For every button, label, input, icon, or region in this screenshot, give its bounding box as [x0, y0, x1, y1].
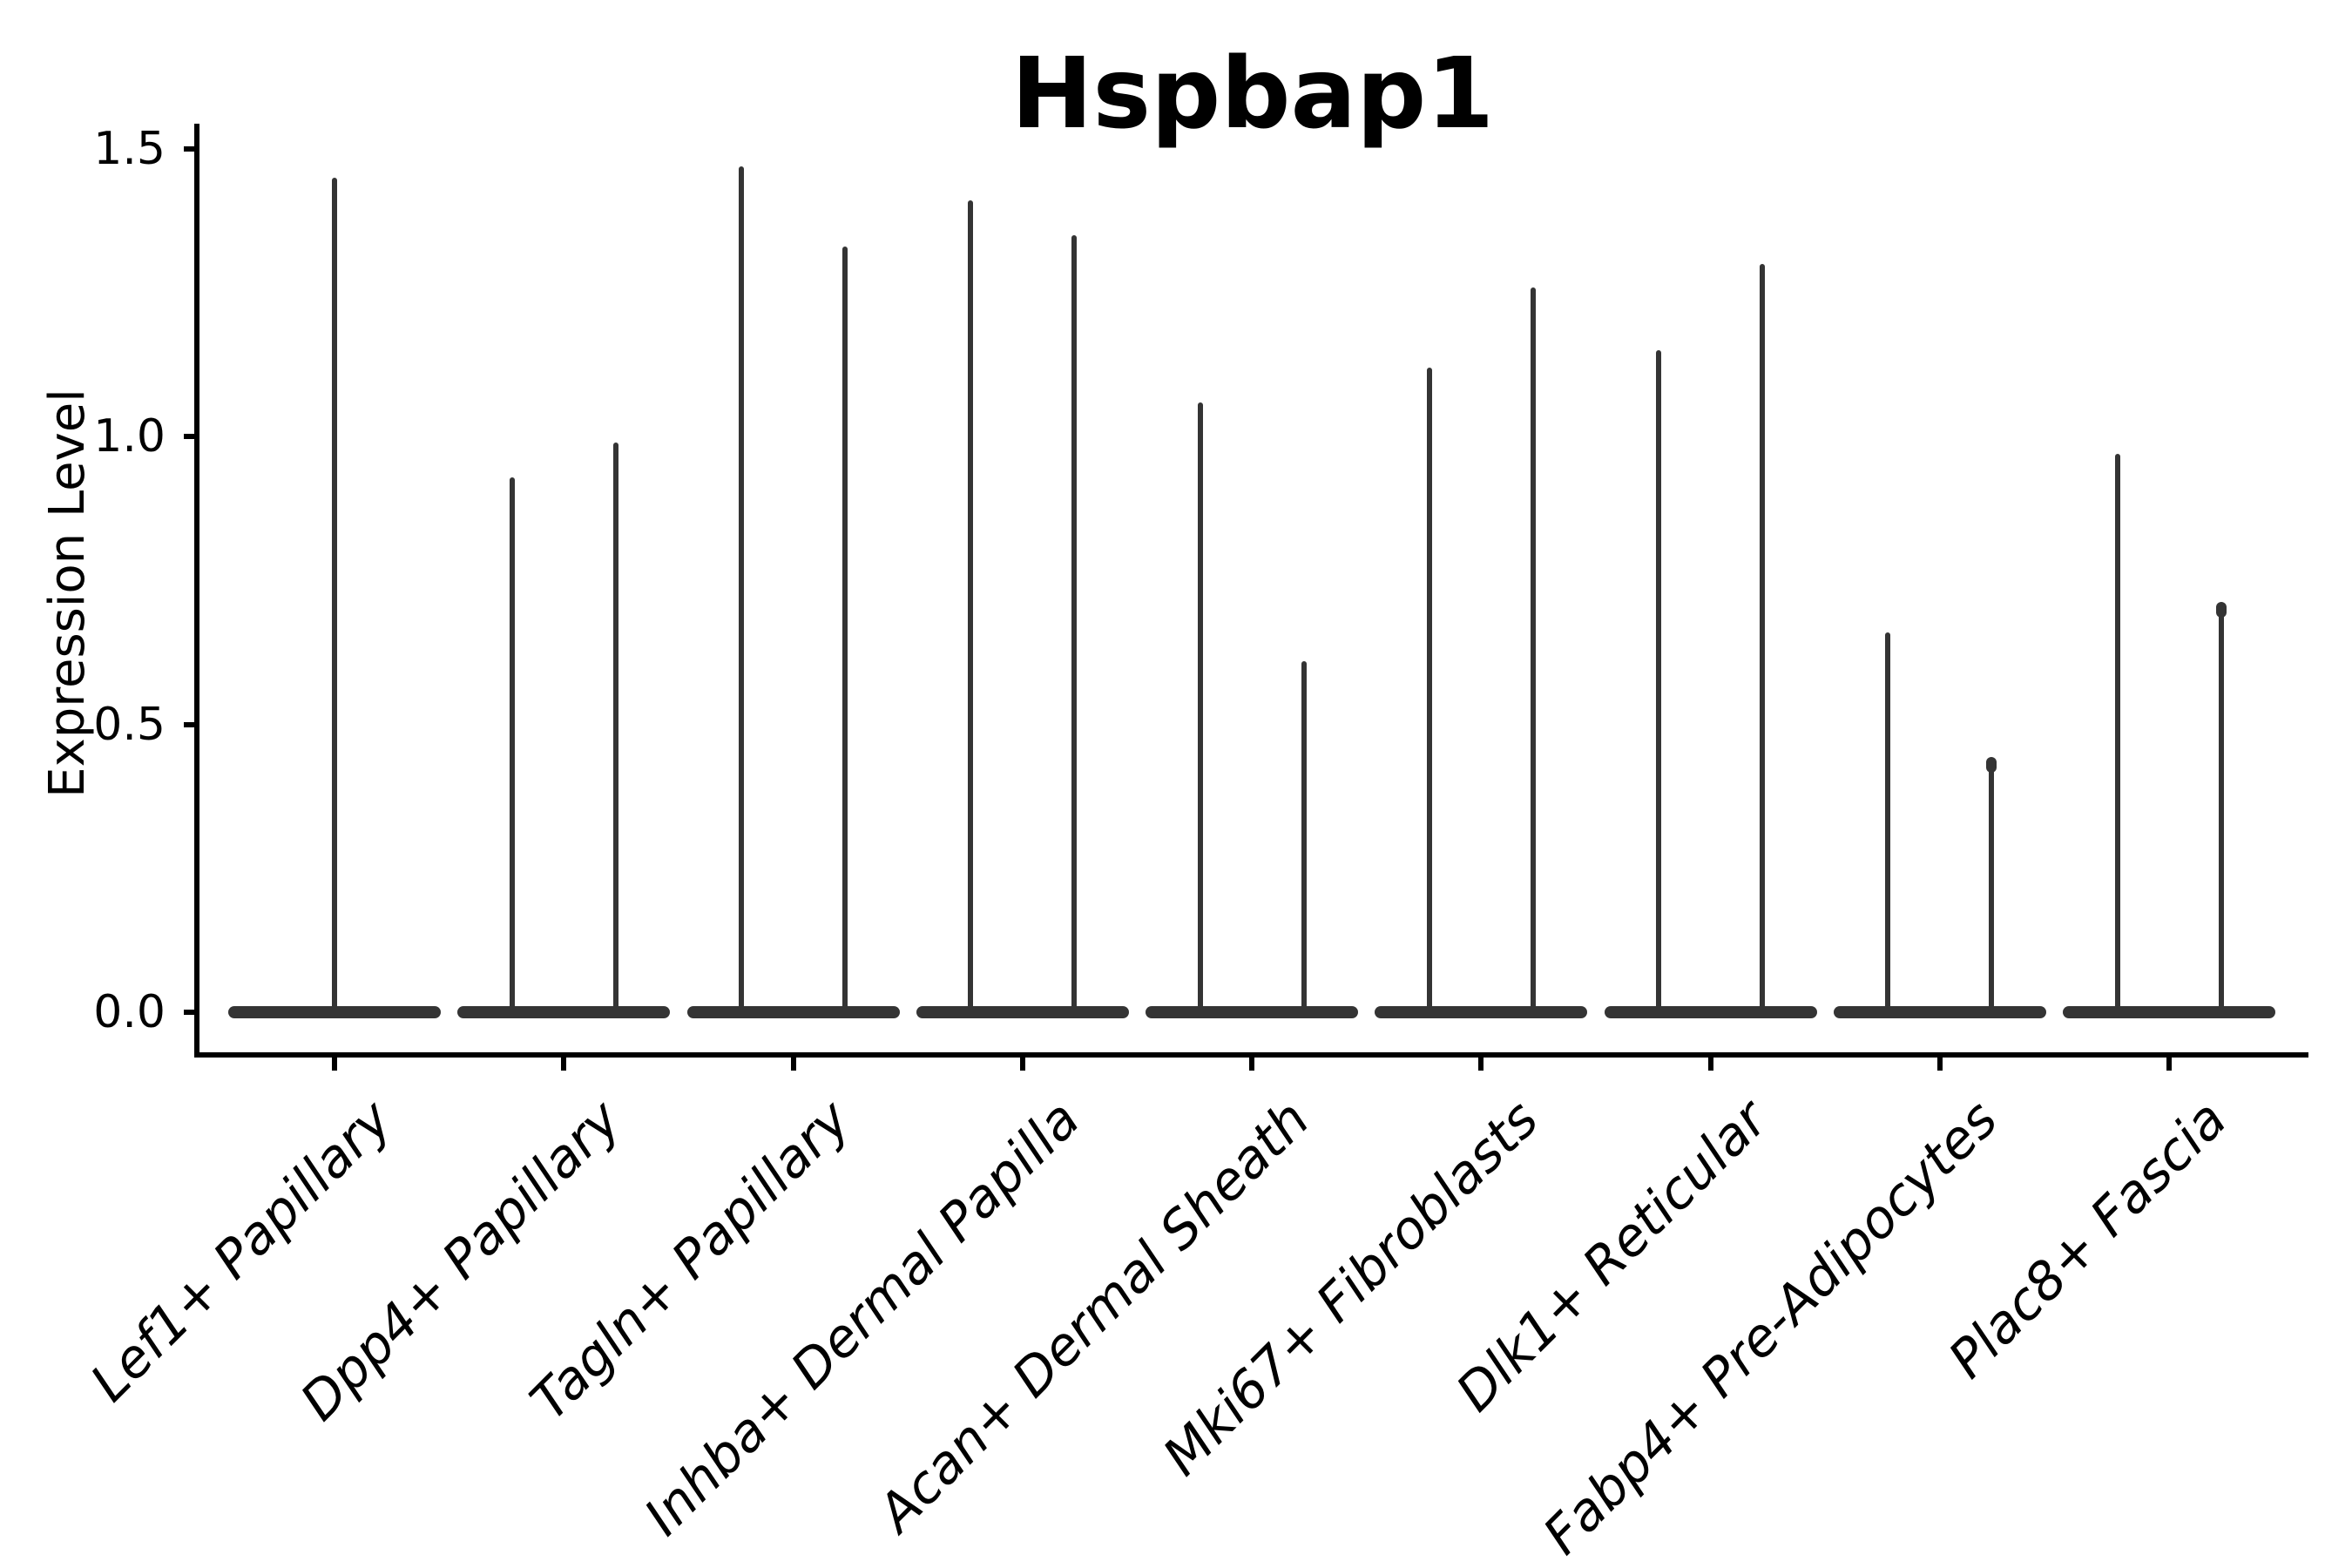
y-tick-mark — [184, 1010, 197, 1015]
violin-spike — [509, 476, 515, 1016]
violin-base — [916, 1006, 1129, 1018]
violin-knob — [2215, 601, 2227, 618]
y-tick-label: 1.5 — [93, 122, 166, 175]
x-tick-mark — [790, 1058, 796, 1071]
violin-base — [1833, 1006, 2046, 1018]
violin-spike — [332, 177, 337, 1016]
x-axis-line — [194, 1052, 2308, 1058]
x-tick-label: Inhba+ Dermal Papilla — [632, 1089, 1092, 1548]
violin-base — [1375, 1006, 1588, 1018]
violin-spike — [1197, 402, 1203, 1016]
violin-base — [228, 1006, 441, 1018]
y-tick-label: 1.0 — [93, 410, 166, 463]
violin-base — [1604, 1006, 1817, 1018]
violin-spike — [1656, 350, 1661, 1016]
violin-spike — [1989, 759, 1995, 1016]
violin-spike — [612, 442, 618, 1016]
x-tick-mark — [1478, 1058, 1484, 1071]
violin-spike — [1530, 287, 1536, 1016]
x-tick-mark — [1019, 1058, 1025, 1071]
plot-title: Hspbap1 — [1010, 37, 1495, 151]
x-tick-mark — [2166, 1058, 2172, 1071]
violin-spike — [1760, 264, 1765, 1016]
y-tick-mark — [184, 721, 197, 727]
y-tick-label: 0.0 — [93, 986, 166, 1038]
violin-base — [1146, 1006, 1358, 1018]
violin-spike — [842, 247, 848, 1016]
x-tick-mark — [1249, 1058, 1254, 1071]
violin-base — [2063, 1006, 2275, 1018]
x-tick-mark — [332, 1058, 337, 1071]
x-tick-label: Fabp4+ Pre-Adipocytes — [1531, 1089, 2010, 1567]
violin-spike — [1301, 660, 1307, 1016]
y-axis-line — [194, 124, 199, 1058]
violin-base — [686, 1006, 900, 1018]
violin-spike — [2114, 454, 2120, 1016]
x-tick-mark — [1936, 1058, 1943, 1071]
x-tick-label: Acan+ Dermal Sheath — [866, 1089, 1321, 1544]
violin-base — [457, 1006, 671, 1018]
violin-knob — [1986, 757, 1997, 774]
y-tick-label: 0.5 — [93, 698, 166, 751]
violin-spike — [1071, 235, 1078, 1016]
x-tick-mark — [1707, 1058, 1713, 1071]
y-tick-mark — [184, 434, 197, 440]
violin-spike — [968, 200, 974, 1016]
violin-spike — [2218, 603, 2224, 1016]
violin-spike — [739, 166, 744, 1016]
violin-spike — [1426, 368, 1432, 1016]
y-axis-label: Expression Level — [39, 389, 96, 798]
y-tick-mark — [184, 145, 197, 152]
x-tick-mark — [561, 1058, 567, 1071]
x-tick-label: Mki67+ Fibroblasts — [1152, 1089, 1551, 1488]
violin-spike — [1885, 632, 1891, 1016]
